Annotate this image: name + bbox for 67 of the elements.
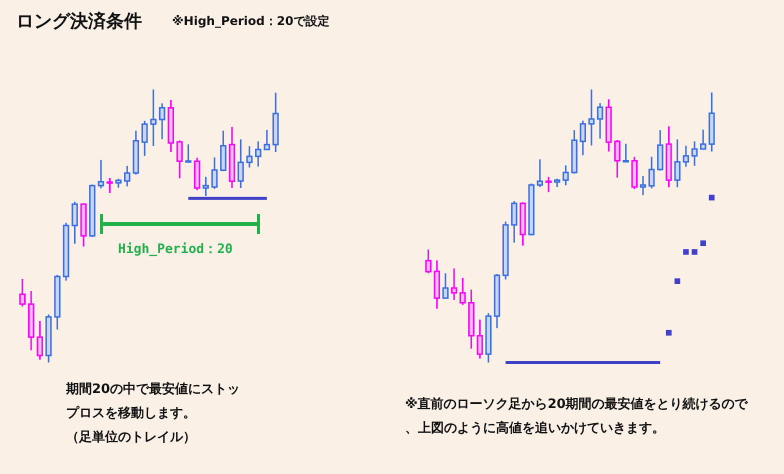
candlestick <box>648 156 655 190</box>
candlestick <box>536 158 544 188</box>
candlestick <box>494 273 500 329</box>
annotation: High_Period：20 <box>118 241 233 258</box>
candlestick <box>255 140 262 168</box>
candlestick <box>476 318 483 360</box>
candlestick <box>124 165 130 188</box>
candlestick <box>666 126 672 188</box>
candlestick <box>176 140 183 179</box>
candlestick <box>425 248 432 274</box>
candlestick <box>36 320 43 361</box>
candlestick <box>460 277 466 306</box>
candlestick <box>640 175 646 196</box>
candlestick <box>220 130 226 172</box>
candlestick <box>485 312 492 364</box>
candlestick <box>106 177 113 194</box>
candlestick <box>708 92 715 152</box>
candlestick <box>588 88 595 146</box>
candlestick <box>468 288 474 350</box>
candlestick <box>246 146 253 168</box>
point <box>692 249 698 255</box>
candlestick <box>54 274 60 330</box>
candlestick <box>98 159 104 190</box>
candlestick <box>72 200 78 244</box>
candlestick <box>511 200 518 244</box>
chart-title: ロング決済条件 <box>16 10 142 33</box>
candlestick <box>19 278 26 308</box>
point <box>708 194 715 200</box>
candlestick <box>657 129 664 172</box>
candlestick <box>614 139 620 178</box>
candlestick <box>700 128 706 150</box>
candlestick <box>202 176 209 197</box>
candlestick <box>562 164 569 186</box>
candlestick <box>141 120 148 157</box>
candlestick <box>606 98 612 152</box>
candlestick <box>520 201 526 246</box>
candlestick <box>622 143 629 162</box>
candlestick <box>45 314 52 364</box>
candlestick <box>238 138 244 189</box>
point <box>683 249 689 255</box>
candlestick <box>28 290 34 351</box>
candlestick <box>682 144 690 168</box>
candlestick <box>211 156 218 190</box>
candlestick <box>450 268 458 301</box>
candlestick <box>185 144 192 164</box>
candlestick <box>545 176 552 193</box>
candlestick <box>571 129 578 174</box>
point <box>666 330 672 336</box>
candlestick <box>264 129 270 150</box>
candlestick <box>132 130 140 176</box>
point <box>674 278 680 284</box>
chart-subtitle: ※High_Period：20で設定 <box>172 13 330 30</box>
candlestick <box>580 120 586 156</box>
candlestick <box>158 102 166 140</box>
candlestick <box>691 140 698 167</box>
candlestick <box>442 272 449 299</box>
candlestick <box>228 126 236 189</box>
candlestick <box>150 88 157 147</box>
text: ※直前のローソク足から20期間の最安値をとり続けるので、上図のように高値を追いかけていきます。 <box>405 396 749 438</box>
candlestick <box>272 92 279 153</box>
text: 期間20の中で最安値にストップロスを移動します。 <box>66 380 242 423</box>
candlestick <box>168 99 174 153</box>
candlestick <box>434 260 440 310</box>
candlestick <box>674 138 680 188</box>
text: （足単位のトレイル） <box>66 429 197 447</box>
point <box>700 240 706 246</box>
candlestick <box>596 102 604 140</box>
